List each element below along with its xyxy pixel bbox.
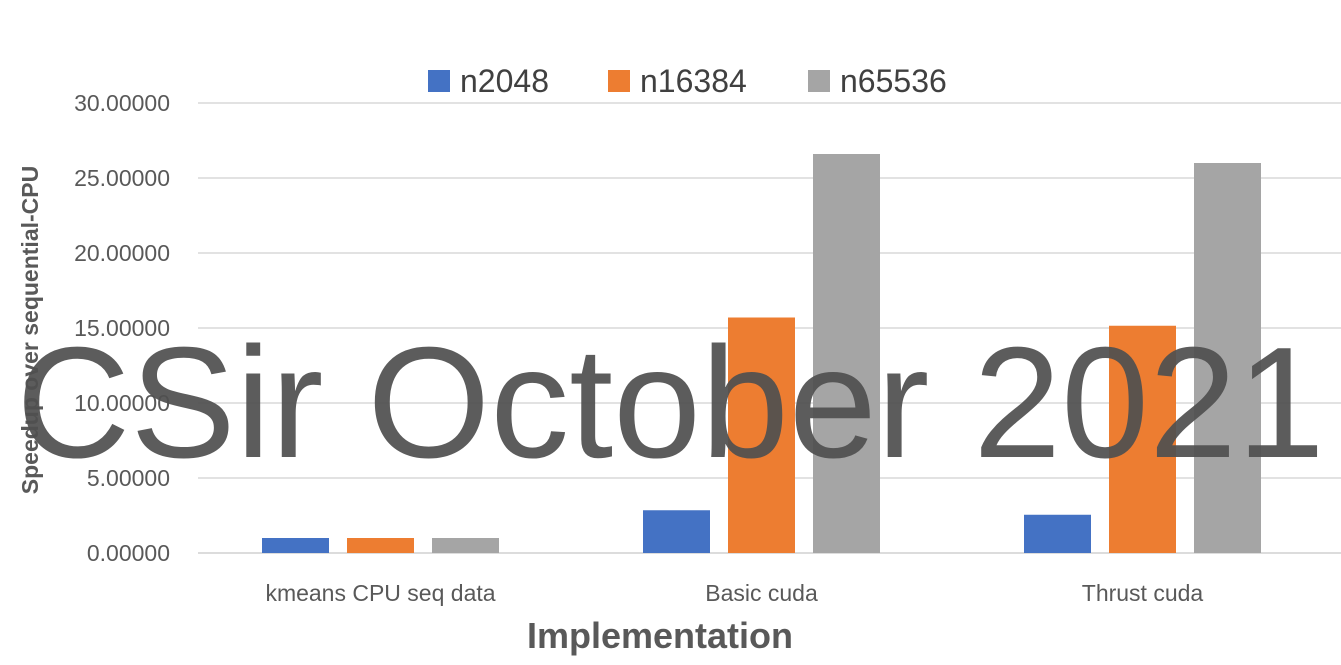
x-category-label: Thrust cuda	[1082, 580, 1204, 606]
y-tick-label: 20.00000	[74, 240, 170, 266]
legend: n2048 n16384 n65536	[428, 63, 947, 99]
x-category-label: Basic cuda	[705, 580, 818, 606]
bar-n2048-2	[1024, 514, 1091, 553]
y-tick-label: 15.00000	[74, 315, 170, 341]
y-tick-label: 0.00000	[87, 540, 170, 566]
bar-n16384-1	[728, 317, 795, 553]
y-tick-label: 10.00000	[74, 390, 170, 416]
y-axis-title: Speedup over sequential-CPU	[17, 166, 43, 494]
y-tick-label: 30.00000	[74, 90, 170, 116]
x-category-label: kmeans CPU seq data	[265, 580, 495, 606]
y-tick-label: 25.00000	[74, 165, 170, 191]
legend-label-n2048: n2048	[460, 63, 549, 99]
legend-label-n16384: n16384	[640, 63, 747, 99]
x-axis-title: Implementation	[527, 615, 793, 656]
bars	[262, 154, 1261, 553]
legend-label-n65536: n65536	[840, 63, 947, 99]
y-axis-ticks: 0.00000 5.00000 10.00000 15.00000 20.00000 25…	[74, 90, 170, 566]
bar-n16384-2	[1109, 325, 1176, 553]
bar-n2048-0	[262, 538, 329, 553]
x-axis-categories: kmeans CPU seq data Basic cuda Thrust cuda	[265, 580, 1203, 606]
legend-swatch-n2048	[428, 70, 450, 92]
y-tick-label: 5.00000	[87, 465, 170, 491]
bar-n2048-1	[643, 510, 710, 553]
legend-swatch-n16384	[608, 70, 630, 92]
bar-n65536-1	[813, 154, 880, 553]
bar-n65536-2	[1194, 163, 1261, 553]
bar-n16384-0	[347, 538, 414, 553]
legend-swatch-n65536	[808, 70, 830, 92]
bar-n65536-0	[432, 538, 499, 553]
